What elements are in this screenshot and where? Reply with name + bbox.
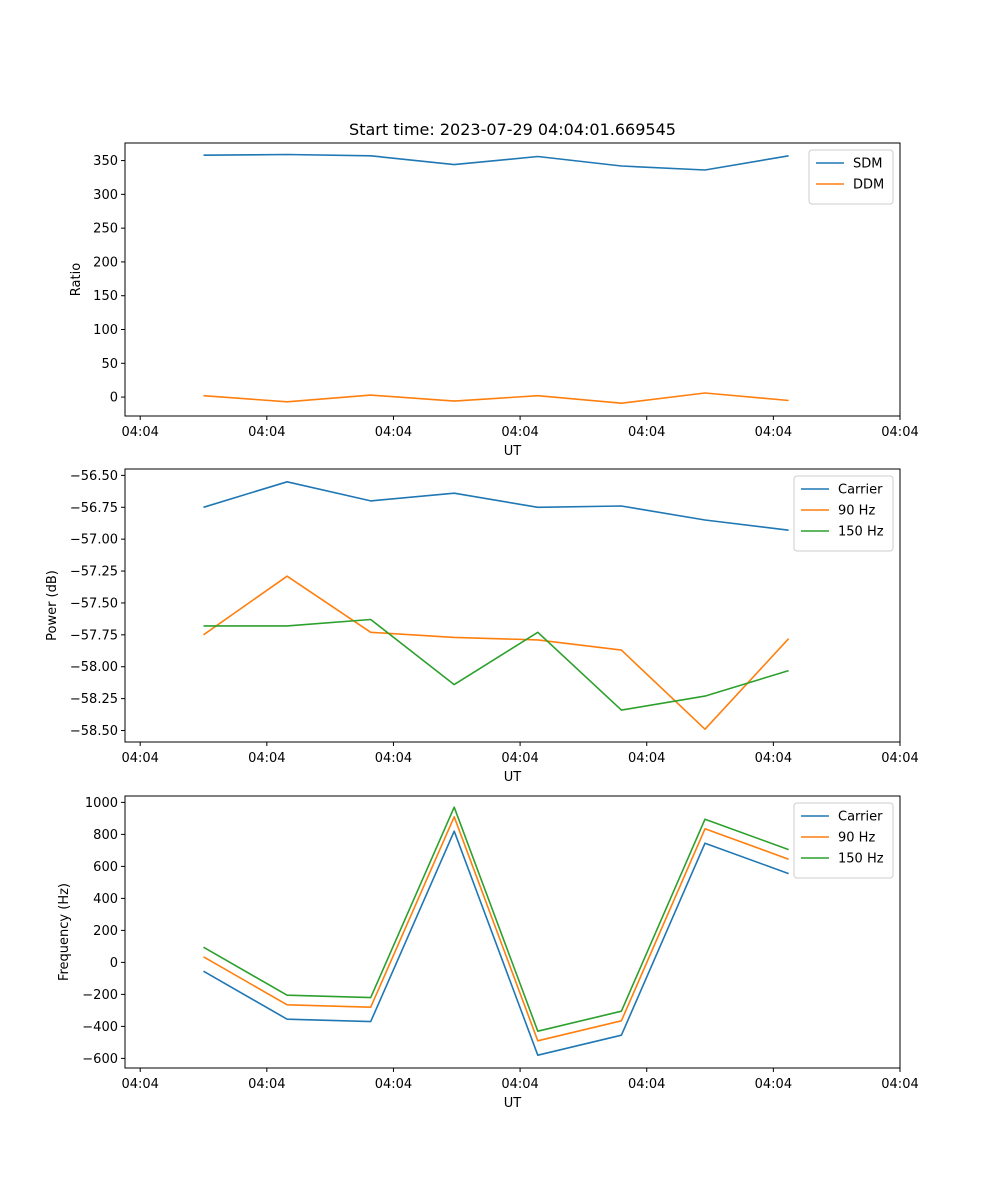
x-tick-label: 04:04 <box>121 425 158 440</box>
y-tick-label: 600 <box>93 860 118 875</box>
x-axis-label: UT <box>504 444 522 459</box>
legend-label: Carrier <box>838 483 883 498</box>
series-line-90-hz <box>203 815 789 1042</box>
x-axis-label: UT <box>504 770 522 785</box>
y-tick-label: 200 <box>93 255 118 270</box>
x-tick-label: 04:04 <box>248 1077 285 1092</box>
plot-frame <box>124 468 901 743</box>
y-tick-label: −58.50 <box>70 724 118 739</box>
series-line-ddm <box>203 392 789 405</box>
y-tick-label: 0 <box>110 391 118 406</box>
x-tick-label: 04:04 <box>121 751 158 766</box>
y-tick-label: −56.50 <box>70 469 118 484</box>
x-tick-label: 04:04 <box>121 1077 158 1092</box>
y-tick-label: 350 <box>93 154 118 169</box>
series-line-150-hz <box>203 806 789 1032</box>
y-axis-label: Power (dB) <box>45 570 60 641</box>
legend: Carrier 90 Hz 150 Hz <box>793 475 894 552</box>
y-tick-label: 1000 <box>85 796 118 811</box>
plot-frame <box>124 795 901 1069</box>
x-tick-label: 04:04 <box>755 1077 792 1092</box>
legend-box <box>793 475 894 552</box>
y-tick-label: −200 <box>82 988 118 1003</box>
y-tick-label: 0 <box>110 956 118 971</box>
x-tick-label: 04:04 <box>248 425 285 440</box>
y-tick-label: −600 <box>82 1052 118 1067</box>
panel-3: 04:0404:0404:0404:0404:0404:0404:0404:05… <box>57 795 919 1111</box>
x-tick-label: 04:04 <box>501 425 538 440</box>
x-tick-label: 04:04 <box>628 751 665 766</box>
plot-frame <box>124 142 901 417</box>
x-tick-label: 04:04 <box>755 425 792 440</box>
y-tick-label: 200 <box>93 924 118 939</box>
x-tick-label: 04:04 <box>375 751 412 766</box>
y-tick-label: −57.00 <box>70 533 118 548</box>
legend-box <box>793 802 894 879</box>
series-line-90-hz <box>203 575 790 731</box>
series-line-carrier <box>203 480 789 531</box>
x-tick-label: 04:04 <box>375 425 412 440</box>
x-tick-label: 04:04 <box>881 425 918 440</box>
legend-label: DDM <box>853 178 884 193</box>
legend: SDM DDM <box>808 149 894 205</box>
series-line-150-hz <box>203 618 789 711</box>
y-tick-label: −56.75 <box>70 501 118 516</box>
legend-label: SDM <box>853 157 882 172</box>
legend-label: 90 Hz <box>838 831 875 846</box>
y-tick-label: −57.50 <box>70 596 118 611</box>
x-tick-label: 04:04 <box>755 751 792 766</box>
x-tick-label: 04:04 <box>881 751 918 766</box>
y-tick-label: 250 <box>93 222 118 237</box>
y-tick-label: 150 <box>93 289 118 304</box>
x-tick-label: 04:04 <box>628 425 665 440</box>
y-tick-label: −58.25 <box>70 692 118 707</box>
y-tick-label: 800 <box>93 828 118 843</box>
legend-label: Carrier <box>838 810 883 825</box>
y-tick-label: −57.75 <box>70 628 118 643</box>
x-tick-label: 04:04 <box>628 1077 665 1092</box>
y-axis-label: Frequency (Hz) <box>57 883 72 981</box>
y-tick-label: 400 <box>93 892 118 907</box>
y-tick-label: −58.00 <box>70 660 118 675</box>
chart-title: Start time: 2023-07-29 04:04:01.669545 <box>349 120 676 139</box>
legend: Carrier 90 Hz 150 Hz <box>793 802 894 879</box>
y-tick-label: 50 <box>101 357 118 372</box>
x-tick-label: 04:04 <box>501 1077 538 1092</box>
y-tick-label: 100 <box>93 323 118 338</box>
series-line-carrier <box>203 830 789 1056</box>
x-axis-label: UT <box>504 1096 522 1111</box>
y-tick-label: −57.25 <box>70 565 118 580</box>
legend-label: 150 Hz <box>838 525 884 540</box>
x-tick-label: 04:04 <box>375 1077 412 1092</box>
x-tick-label: 04:04 <box>501 751 538 766</box>
legend-label: 90 Hz <box>838 504 875 519</box>
panel-1: Start time: 2023-07-29 04:04:01.669545 04… <box>69 120 919 459</box>
panel-2: 04:0404:0404:0404:0404:0404:0404:0404:05… <box>45 468 919 785</box>
x-tick-label: 04:04 <box>881 1077 918 1092</box>
legend-label: 150 Hz <box>838 852 884 867</box>
x-tick-label: 04:04 <box>248 751 285 766</box>
y-axis-label: Ratio <box>69 263 84 296</box>
y-tick-label: −400 <box>82 1020 118 1035</box>
y-tick-label: 300 <box>93 188 118 203</box>
series-line-sdm <box>203 153 789 171</box>
